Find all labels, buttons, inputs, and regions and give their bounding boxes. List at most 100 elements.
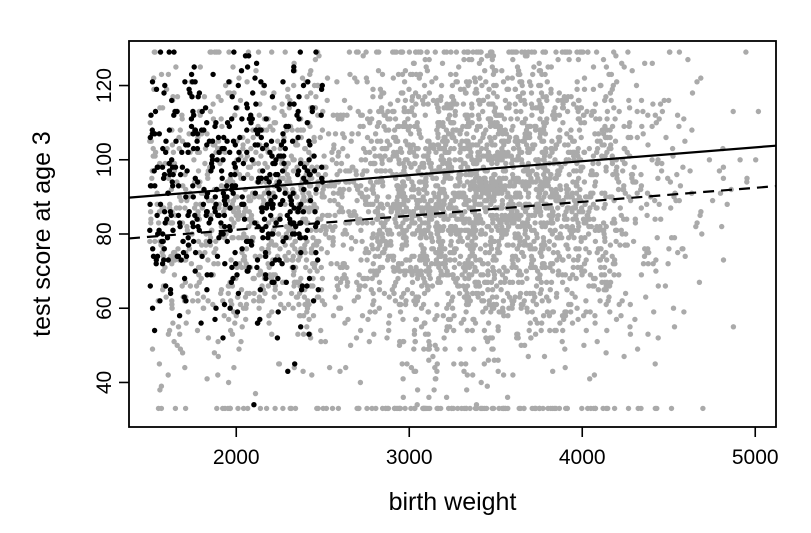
normal-birth-weight-point [374, 246, 381, 252]
normal-birth-weight-point [475, 290, 481, 297]
normal-birth-weight-point [603, 350, 609, 356]
normal-birth-weight-point [461, 56, 467, 63]
normal-birth-weight-point [364, 405, 370, 412]
normal-birth-weight-point [353, 168, 359, 174]
low-birth-weight-point [312, 209, 318, 215]
regression-lines [128, 144, 777, 240]
normal-birth-weight-point [308, 90, 314, 96]
low-birth-weight-point [183, 253, 190, 259]
normal-birth-weight-point [599, 279, 605, 285]
low-birth-weight-point [195, 94, 201, 100]
low-birth-weight-point [287, 101, 293, 107]
normal-birth-weight-point [309, 372, 315, 378]
normal-birth-weight-point [447, 242, 454, 248]
normal-birth-weight-point [431, 387, 437, 393]
normal-birth-weight-point [608, 142, 614, 148]
normal-birth-weight-point [334, 171, 340, 178]
normal-birth-weight-point [530, 142, 536, 148]
low-birth-weight-point [224, 194, 230, 200]
normal-birth-weight-point [342, 320, 348, 326]
normal-birth-weight-point [222, 82, 229, 89]
normal-birth-weight-point [522, 134, 528, 141]
normal-birth-weight-point [266, 313, 272, 319]
low-birth-weight-point [254, 257, 261, 263]
low-birth-weight-point [227, 205, 233, 211]
normal-birth-weight-point [399, 71, 406, 78]
normal-birth-weight-point [659, 160, 665, 167]
normal-birth-weight-point [601, 142, 607, 148]
normal-birth-weight-point [719, 223, 725, 230]
normal-birth-weight-point [359, 220, 366, 226]
normal-birth-weight-point [619, 298, 625, 304]
normal-birth-weight-point [240, 142, 246, 148]
normal-birth-weight-point [360, 123, 366, 130]
normal-birth-weight-point [231, 209, 237, 215]
normal-birth-weight-point [603, 164, 609, 170]
normal-birth-weight-point [538, 242, 545, 248]
normal-birth-weight-point [448, 49, 454, 55]
normal-birth-weight-point [187, 283, 194, 289]
low-birth-weight-point [202, 105, 209, 111]
normal-birth-weight-point [265, 283, 271, 289]
normal-birth-weight-point [448, 175, 454, 181]
normal-birth-weight-point [414, 402, 420, 408]
normal-birth-weight-point [311, 261, 318, 267]
normal-birth-weight-point [381, 290, 388, 297]
normal-birth-weight-point [394, 209, 401, 215]
normal-birth-weight-point [517, 223, 523, 230]
normal-birth-weight-point [454, 79, 460, 85]
normal-birth-weight-point [681, 116, 687, 122]
normal-birth-weight-point [180, 183, 186, 189]
normal-birth-weight-point [510, 123, 516, 130]
normal-birth-weight-point [306, 316, 312, 323]
normal-birth-weight-point [615, 186, 622, 193]
low-birth-weight-point [259, 145, 266, 152]
normal-birth-weight-point [175, 324, 182, 330]
normal-birth-weight-point [370, 231, 376, 237]
normal-birth-weight-point [236, 346, 242, 352]
normal-birth-weight-point [362, 197, 369, 204]
normal-birth-weight-point [682, 253, 688, 259]
low-birth-weight-point [304, 227, 311, 233]
low-birth-weight-point [208, 160, 215, 167]
normal-birth-weight-point [241, 253, 248, 259]
low-birth-weight-point [216, 212, 222, 219]
normal-birth-weight-point [332, 294, 338, 300]
normal-birth-weight-point [302, 145, 308, 152]
normal-birth-weight-point [495, 238, 502, 245]
normal-birth-weight-point [358, 227, 364, 233]
normal-birth-weight-point [365, 209, 372, 215]
normal-birth-weight-point [482, 231, 489, 237]
normal-birth-weight-point [542, 183, 548, 189]
normal-birth-weight-point [198, 275, 204, 282]
normal-birth-weight-point [165, 71, 172, 78]
low-birth-weight-point [185, 242, 192, 248]
normal-birth-weight-point [480, 220, 486, 226]
normal-birth-weight-point [498, 287, 504, 293]
normal-birth-weight-point [583, 194, 589, 200]
normal-birth-weight-point [304, 324, 310, 330]
normal-birth-weight-point [655, 175, 661, 181]
normal-birth-weight-point [499, 201, 506, 207]
normal-birth-weight-point [346, 49, 353, 55]
low-birth-weight-point [313, 249, 319, 256]
normal-birth-weight-point [503, 131, 510, 137]
normal-birth-weight-point [449, 82, 456, 89]
normal-birth-weight-point [259, 246, 265, 252]
normal-birth-weight-point [516, 94, 523, 100]
normal-birth-weight-point [364, 220, 370, 226]
low-birth-weight-point [212, 316, 218, 323]
normal-birth-weight-point [295, 331, 301, 337]
normal-birth-weight-point [485, 357, 492, 363]
normal-birth-weight-point [518, 157, 525, 163]
normal-birth-weight-point [358, 257, 364, 263]
low-birth-weight-point [161, 90, 167, 96]
normal-birth-weight-point [182, 364, 188, 371]
normal-birth-weight-point [303, 257, 310, 263]
normal-birth-weight-point [395, 194, 401, 200]
low-birth-weight-point [298, 324, 304, 330]
low-birth-weight-point [169, 157, 175, 163]
normal-birth-weight-point [598, 264, 604, 271]
low-birth-weight-point [263, 175, 269, 181]
low-birth-weight-point [199, 253, 205, 259]
